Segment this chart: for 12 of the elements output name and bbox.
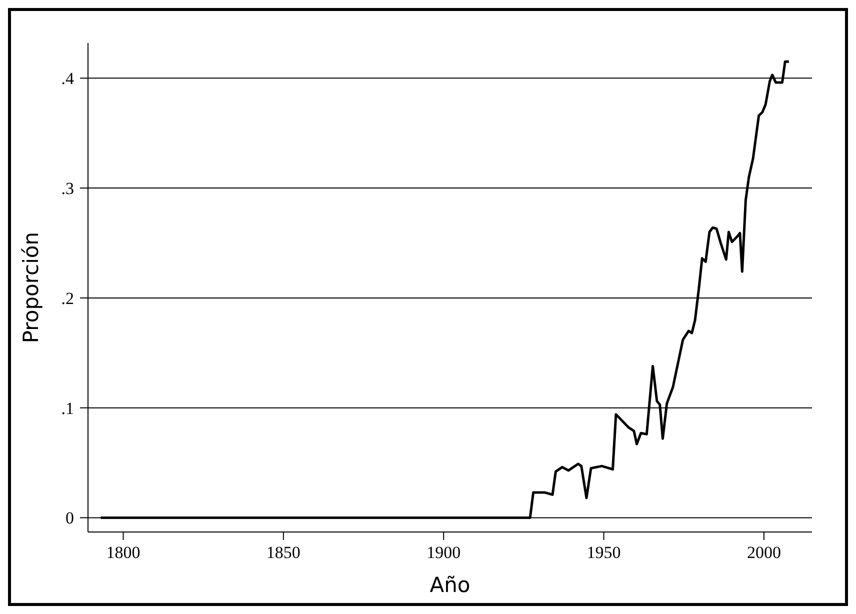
x-tick-label: 1850 [266,543,300,562]
y-tick-label: 0 [66,508,74,528]
y-tick-label: .3 [61,179,74,198]
x-tick-label: 2000 [746,543,781,562]
x-tick-label: 1900 [426,543,461,562]
x-tick-label: 1950 [586,543,621,562]
y-tick-label: .2 [61,288,74,308]
y-tick-label: .4 [61,69,74,88]
y-tick-label: .1 [61,398,74,418]
y-axis-title: Proporción [19,232,43,344]
x-axis-title: Año [430,573,470,597]
x-tick-label: 1800 [106,543,140,562]
